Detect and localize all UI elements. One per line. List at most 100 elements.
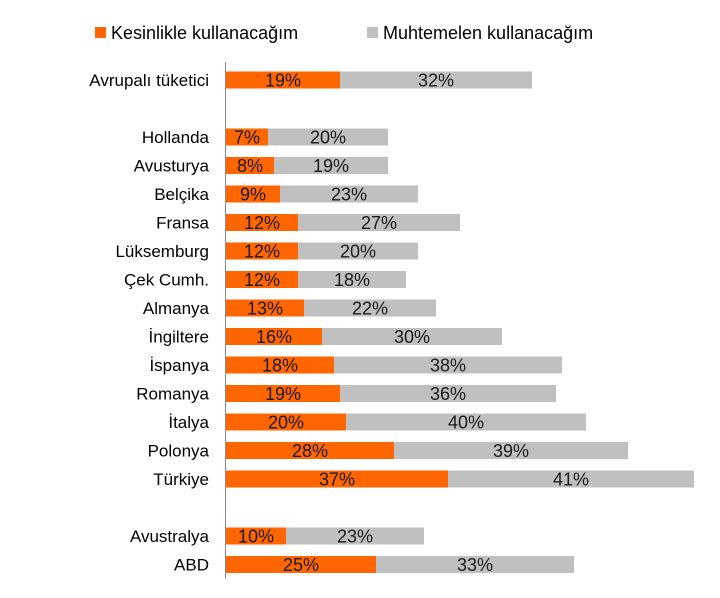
data-label: 36%	[430, 384, 466, 404]
data-label: 23%	[331, 185, 367, 205]
bar-segment-definitely	[226, 556, 376, 573]
data-label: 30%	[394, 327, 430, 347]
bar-segment-definitely	[226, 328, 322, 345]
bar-row: 12% 27%	[226, 213, 460, 233]
bar-segment-probably	[286, 527, 424, 545]
category-label: Romanya	[136, 385, 209, 404]
data-label: 37%	[319, 470, 355, 490]
bar-row: 9% 23%	[226, 185, 418, 205]
bar-row: 25% 33%	[226, 555, 574, 575]
data-label: 20%	[310, 128, 346, 148]
bar-segment-definitely	[226, 413, 346, 431]
bar-row: 10% 23%	[226, 527, 424, 547]
bar-row: 16% 30%	[226, 327, 502, 347]
category-label: Avrupalı tüketici	[89, 71, 209, 90]
bar-segment-probably	[340, 385, 556, 402]
data-label: 41%	[553, 470, 589, 490]
category-label: İtalya	[168, 413, 209, 432]
data-label: 27%	[361, 213, 397, 233]
bar-row: 12% 20%	[226, 242, 418, 262]
category-label: İngiltere	[149, 328, 209, 347]
bar-segment-definitely	[226, 242, 298, 260]
data-label: 32%	[418, 71, 454, 91]
bar-segment-probably	[334, 356, 562, 374]
data-label: 10%	[238, 527, 274, 547]
category-label: Belçika	[154, 185, 209, 204]
data-label: 12%	[244, 270, 280, 290]
legend: Kesinlikle kullanacağım Muhtemelen kullan…	[95, 23, 593, 43]
data-label: 20%	[340, 242, 376, 262]
data-label: 18%	[262, 356, 298, 376]
data-label: 16%	[256, 327, 292, 347]
bar-segment-definitely	[226, 157, 274, 174]
bar-segment-probably	[268, 128, 388, 146]
bar-segment-probably	[298, 242, 418, 260]
bar-segment-definitely	[226, 214, 298, 231]
category-label: ABD	[174, 556, 209, 575]
bar-segment-definitely	[226, 299, 304, 317]
data-label: 19%	[265, 71, 301, 91]
category-label: İspanya	[149, 356, 209, 375]
category-label: Hollanda	[142, 128, 210, 147]
data-label: 39%	[493, 441, 529, 461]
data-label: 23%	[337, 527, 373, 547]
bar-segment-definitely	[226, 271, 298, 288]
bar-segment-definitely	[226, 527, 286, 545]
data-label: 25%	[283, 555, 319, 575]
data-label: 38%	[430, 356, 466, 376]
legend-label: Muhtemelen kullanacağım	[383, 23, 593, 43]
data-label: 13%	[247, 299, 283, 319]
bar-segment-probably	[274, 157, 388, 174]
data-label: 19%	[313, 156, 349, 176]
bar-segment-probably	[448, 470, 694, 488]
bar-row: 20% 40%	[226, 413, 586, 433]
category-label: Fransa	[156, 214, 209, 233]
category-label: Avustralya	[130, 527, 210, 546]
category-label: Almanya	[143, 299, 210, 318]
bar-row: 19% 36%	[226, 384, 556, 404]
category-label: Türkiye	[153, 470, 209, 489]
bar-segment-probably	[280, 185, 418, 203]
bar-segment-definitely	[226, 385, 340, 402]
bar-segment-definitely	[226, 356, 334, 374]
bar-row: 18% 38%	[226, 356, 562, 376]
bar-segment-probably	[376, 556, 574, 573]
legend-item-1: Muhtemelen kullanacağım	[367, 23, 593, 43]
legend-label: Kesinlikle kullanacağım	[111, 23, 298, 43]
data-label: 28%	[292, 441, 328, 461]
bar-row: 7% 20%	[226, 128, 388, 148]
category-label: Avusturya	[134, 157, 210, 176]
data-label: 18%	[334, 270, 370, 290]
data-label: 19%	[265, 384, 301, 404]
category-labels: Avrupalı tüketici Hollanda Avusturya Belçik…	[89, 71, 209, 575]
bar-segment-definitely	[226, 185, 280, 203]
data-label: 9%	[240, 185, 266, 205]
bar-row: 28% 39%	[226, 441, 628, 461]
data-label: 12%	[244, 213, 280, 233]
bar-segment-probably	[346, 413, 586, 431]
legend-item-0: Kesinlikle kullanacağım	[95, 23, 298, 43]
bar-row: 37% 41%	[226, 470, 694, 490]
bar-segment-definitely	[226, 128, 268, 146]
bar-segment-probably	[322, 328, 502, 345]
bar-segment-definitely	[226, 71, 340, 89]
bar-segment-definitely	[226, 442, 394, 459]
legend-swatch	[95, 27, 106, 38]
bar-segment-probably	[298, 271, 406, 288]
data-label: 40%	[448, 413, 484, 433]
data-label: 22%	[352, 299, 388, 319]
data-label: 33%	[457, 555, 493, 575]
data-label: 7%	[234, 128, 260, 148]
bar-segment-probably	[304, 299, 436, 317]
bar-segment-probably	[298, 214, 460, 231]
bar-row: 12% 18%	[226, 270, 406, 290]
bar-row: 8% 19%	[226, 156, 388, 176]
bar-segment-definitely	[226, 470, 448, 488]
legend-swatch	[367, 27, 378, 38]
bar-row: 19% 32%	[226, 71, 532, 91]
category-label: Polonya	[148, 442, 210, 461]
bar-segment-probably	[340, 71, 532, 89]
data-label: 8%	[237, 156, 263, 176]
category-label: Lüksemburg	[115, 242, 209, 261]
